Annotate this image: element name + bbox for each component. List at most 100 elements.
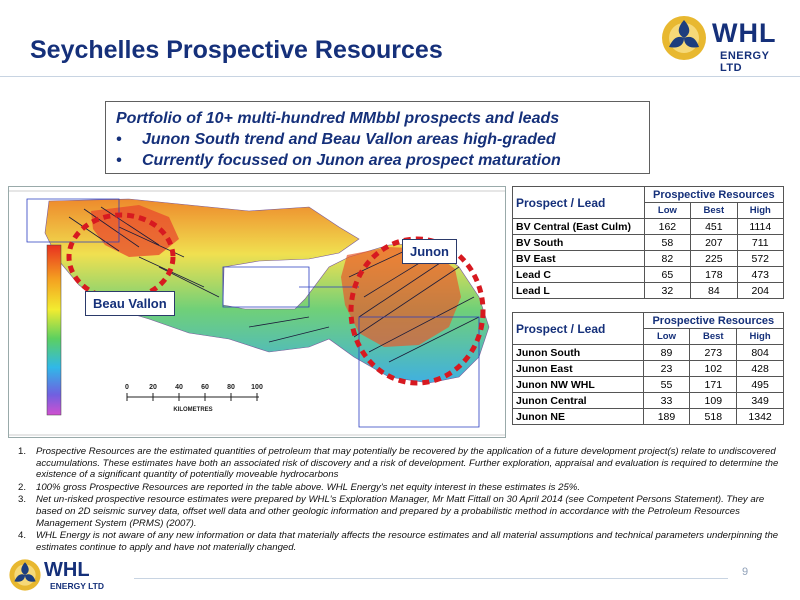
table-row: BV Central (East Culm) 162 451 1114 bbox=[512, 218, 785, 235]
beau-vallon-resource-table: Prospect / Lead Prospective Resources Lo… bbox=[512, 186, 785, 299]
footer-logo: WHL ENERGY LTD bbox=[8, 556, 138, 596]
cell-best: 207 bbox=[690, 234, 738, 251]
col-header-group: Prospective Resources bbox=[643, 186, 785, 203]
col-header-prospect: Prospect / Lead bbox=[512, 312, 644, 345]
row-name: Junon East bbox=[512, 360, 644, 377]
cell-high: 1342 bbox=[736, 408, 784, 425]
col-header-low: Low bbox=[642, 328, 691, 345]
table-row: Junon East 23 102 428 bbox=[512, 360, 784, 377]
col-header-low: Low bbox=[643, 202, 692, 219]
table-row: Junon Central 33 109 349 bbox=[512, 392, 784, 409]
scale-bar: 0 20 40 60 80 100 KILOMETRES bbox=[125, 384, 263, 413]
col-header-best: Best bbox=[689, 328, 738, 345]
footnote-text: WHL Energy is not aware of any new infor… bbox=[36, 530, 779, 553]
depth-colorbar bbox=[46, 244, 62, 416]
cell-low: 23 bbox=[642, 360, 691, 377]
junon-resource-table: Prospect / Lead Prospective Resources Lo… bbox=[512, 312, 785, 425]
cell-best: 451 bbox=[690, 218, 738, 235]
cell-best: 518 bbox=[689, 408, 738, 425]
scale-tick: 60 bbox=[201, 384, 209, 391]
cell-high: 572 bbox=[736, 250, 785, 267]
row-name: BV Central (East Culm) bbox=[512, 218, 645, 235]
cell-best: 109 bbox=[689, 392, 738, 409]
summary-text: Currently focussed on Junon area prospec… bbox=[142, 152, 561, 169]
bullet: • bbox=[116, 152, 122, 169]
footer-logo-sub: ENERGY LTD bbox=[50, 581, 104, 591]
col-header-high: High bbox=[736, 202, 785, 219]
cell-low: 82 bbox=[643, 250, 692, 267]
col-header-best: Best bbox=[690, 202, 738, 219]
table-row: Junon NW WHL 55 171 495 bbox=[512, 376, 784, 393]
table-row: BV South 58 207 711 bbox=[512, 234, 785, 251]
table-row: Junon NE 189 518 1342 bbox=[512, 408, 784, 425]
row-name: Junon NW WHL bbox=[512, 376, 644, 393]
cell-high: 473 bbox=[736, 266, 785, 283]
col-header-group: Prospective Resources bbox=[642, 312, 785, 329]
cell-low: 89 bbox=[642, 344, 691, 361]
whl-logo-icon bbox=[9, 559, 41, 591]
cell-best: 84 bbox=[690, 282, 738, 299]
footnotes: 1. Prospective Resources are the estimate… bbox=[14, 446, 784, 554]
table-row: Lead L 32 84 204 bbox=[512, 282, 785, 299]
summary-text: Junon South trend and Beau Vallon areas … bbox=[142, 131, 556, 148]
bullet: • bbox=[116, 131, 122, 148]
cell-low: 162 bbox=[643, 218, 692, 235]
cell-high: 349 bbox=[736, 392, 784, 409]
whl-logo-icon bbox=[662, 16, 706, 60]
cell-low: 33 bbox=[642, 392, 691, 409]
table-row: Junon South 89 273 804 bbox=[512, 344, 784, 361]
cell-high: 711 bbox=[736, 234, 785, 251]
col-header-high: High bbox=[736, 328, 784, 345]
footnote: 1. Prospective Resources are the estimate… bbox=[14, 446, 784, 481]
footnote-number: 1. bbox=[18, 446, 27, 457]
scale-tick: 20 bbox=[149, 384, 157, 391]
table-row: Lead C 65 178 473 bbox=[512, 266, 785, 283]
row-name: BV East bbox=[512, 250, 645, 267]
summary-text: Portfolio of 10+ multi-hundred MMbbl pro… bbox=[116, 110, 560, 127]
cell-high: 804 bbox=[736, 344, 784, 361]
cell-low: 189 bbox=[642, 408, 691, 425]
row-name: Junon South bbox=[512, 344, 644, 361]
cell-low: 32 bbox=[643, 282, 692, 299]
junon-label: Junon bbox=[402, 239, 457, 264]
cell-high: 495 bbox=[736, 376, 784, 393]
cell-best: 273 bbox=[689, 344, 738, 361]
cell-high: 204 bbox=[736, 282, 785, 299]
row-name: Junon NE bbox=[512, 408, 644, 425]
footnote-text: Prospective Resources are the estimated … bbox=[36, 446, 779, 481]
cell-low: 65 bbox=[643, 266, 692, 283]
footnote-number: 4. bbox=[18, 530, 27, 542]
page-title: Seychelles Prospective Resources bbox=[30, 36, 443, 64]
scale-tick: 40 bbox=[175, 384, 183, 391]
cell-high: 1114 bbox=[736, 218, 785, 235]
seismic-depth-map: 0 20 40 60 80 100 KILOMETRES bbox=[9, 190, 505, 436]
footnote-text: 100% gross Prospective Resources are rep… bbox=[36, 481, 580, 493]
scale-tick: 0 bbox=[125, 384, 129, 391]
logo-name: WHL bbox=[712, 18, 777, 48]
logo-sub: ENERGY LTD bbox=[720, 50, 770, 74]
prospect-map: 0 20 40 60 80 100 KILOMETRES Beau Vallon… bbox=[8, 186, 506, 438]
footer-logo-name: WHL bbox=[44, 559, 90, 581]
cell-best: 178 bbox=[690, 266, 738, 283]
cell-low: 58 bbox=[643, 234, 692, 251]
page-number: 9 bbox=[742, 566, 749, 578]
summary-line: • Currently focussed on Junon area prospe… bbox=[116, 150, 639, 171]
cell-best: 225 bbox=[690, 250, 738, 267]
summary-box: Portfolio of 10+ multi-hundred MMbbl pro… bbox=[105, 101, 650, 174]
scale-tick: 80 bbox=[227, 384, 235, 391]
row-name: Lead L bbox=[512, 282, 645, 299]
row-name: BV South bbox=[512, 234, 645, 251]
footnote-number: 2. bbox=[18, 481, 27, 493]
footnote: 4. WHL Energy is not aware of any new inf… bbox=[14, 530, 784, 553]
footer-divider bbox=[134, 578, 728, 579]
cell-best: 102 bbox=[689, 360, 738, 377]
row-name: Lead C bbox=[512, 266, 645, 283]
cell-low: 55 bbox=[642, 376, 691, 393]
cell-high: 428 bbox=[736, 360, 784, 377]
scale-unit: KILOMETRES bbox=[173, 407, 212, 413]
table-row: BV East 82 225 572 bbox=[512, 250, 785, 267]
whl-logo: WHL ENERGY LTD bbox=[660, 10, 790, 74]
footnote: 3. Net un-risked prospective resource est… bbox=[14, 494, 784, 529]
footnote-number: 3. bbox=[18, 494, 27, 506]
beau-vallon-label: Beau Vallon bbox=[85, 291, 175, 316]
